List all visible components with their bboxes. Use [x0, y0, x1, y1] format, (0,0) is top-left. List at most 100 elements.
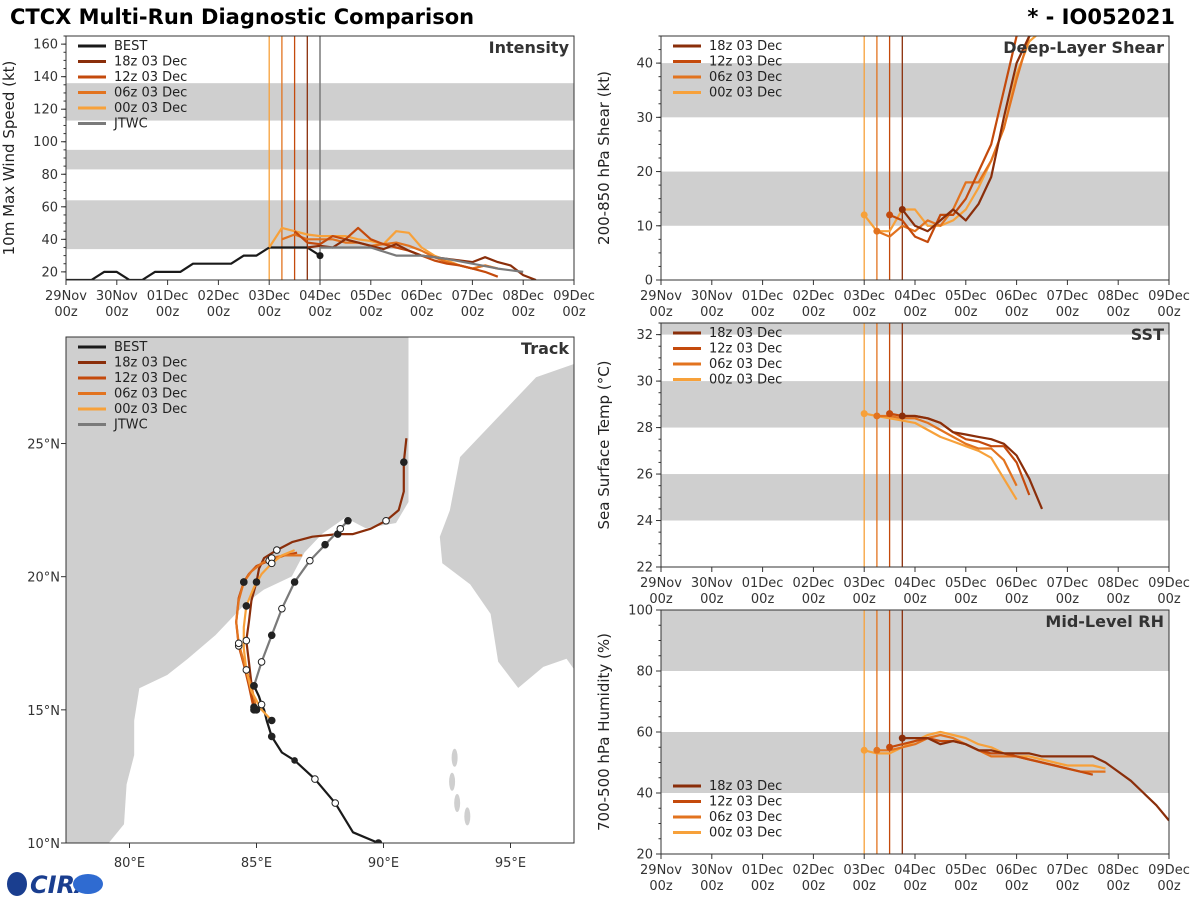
intensity-xtick-label-hour: 00z [512, 305, 536, 320]
track-position-marker [242, 666, 251, 674]
rh-xtick-label: 02Dec [793, 863, 835, 878]
shear-xtick-label: 05Dec [945, 289, 987, 304]
storm-id: * - IO052021 [1027, 5, 1175, 29]
track-position-marker [306, 556, 314, 565]
sst-xtick-label-hour: 00z [903, 592, 927, 607]
rh-xtick-label: 04Dec [894, 863, 936, 878]
intensity-ytick-label: 60 [41, 200, 58, 215]
intensity-series-line [66, 246, 321, 280]
sst-legend-label: 00z 03 Dec [709, 373, 782, 388]
shear-series-line [889, 36, 1020, 244]
intensity-ytick-label: 160 [33, 38, 58, 53]
track-position-marker [252, 706, 261, 714]
intensity-ytick-label: 80 [41, 168, 58, 183]
shear-xtick-label-hour: 00z [1157, 305, 1181, 320]
track-island [451, 748, 458, 767]
rh-xtick-label-hour: 00z [1107, 879, 1131, 894]
sst-init-point [898, 412, 906, 420]
sst-xtick-label-hour: 00z [751, 592, 775, 607]
panel-track: 80°E 85°E 90°E 95°E 10°N 15°N 20°N 25°N Track BES… [27, 336, 575, 871]
shear-xtick-label: 29Nov [640, 289, 682, 304]
shear-xtick-label: 03Dec [843, 289, 885, 304]
rh-legend-label: 18z 03 Dec [709, 779, 782, 794]
intensity-series-group [66, 226, 537, 280]
shear-init-point [873, 227, 881, 235]
intensity-series-line [320, 246, 524, 273]
track-position-marker [331, 799, 340, 807]
intensity-xtick-label: 09Dec [553, 289, 595, 304]
track-position-marker [374, 839, 383, 843]
rh-xtick-label: 09Dec [1148, 863, 1190, 878]
track-position-marker [344, 516, 352, 525]
shear-xtick-label-hour: 00z [903, 305, 927, 320]
sst-xtick-label-hour: 00z [1005, 592, 1029, 607]
track-position-marker [240, 578, 248, 586]
rh-xtick-label-hour: 00z [649, 879, 673, 894]
track-xtick-label: 85°E [241, 856, 272, 871]
rh-init-point [898, 734, 906, 742]
rh-series-group [863, 730, 1169, 822]
track-position-marker [273, 546, 281, 554]
rh-xtick-label: 07Dec [1047, 863, 1089, 878]
rh-xtick-label-hour: 00z [903, 879, 927, 894]
sst-legend-label: 06z 03 Dec [709, 357, 782, 372]
intensity-xtick-label: 05Dec [350, 289, 392, 304]
sst-xtick-label-hour: 00z [1056, 592, 1080, 607]
shear-init-point [898, 206, 906, 214]
rh-xtick-label: 30Nov [691, 863, 733, 878]
track-position-marker [336, 524, 345, 533]
track-position-marker [257, 658, 266, 666]
rh-xtick-label-hour: 00z [853, 879, 877, 894]
intensity-panel-title: Intensity [489, 38, 570, 57]
intensity-xtick-label: 30Nov [96, 289, 138, 304]
intensity-legend-label: 18z 03 Dec [114, 55, 187, 70]
rh-xtick-label-hour: 00z [1056, 879, 1080, 894]
sst-ytick-label: 26 [636, 468, 653, 483]
intensity-xtick-label-hour: 00z [308, 305, 332, 320]
rh-init-point [886, 743, 894, 751]
sst-series-line [863, 412, 1018, 501]
shear-xtick-label: 07Dec [1047, 289, 1089, 304]
rh-xtick-label: 03Dec [843, 863, 885, 878]
logo-satellite-icon [73, 874, 103, 894]
rh-xtick-label-hour: 00z [802, 879, 826, 894]
shear-xtick-label-hour: 00z [1056, 305, 1080, 320]
sst-ytick-label: 28 [636, 421, 653, 436]
shear-xtick-label-hour: 00z [649, 305, 673, 320]
sst-band [661, 474, 1169, 521]
sst-band [661, 381, 1169, 428]
track-position-marker [242, 602, 251, 610]
intensity-xtick-label: 03Dec [248, 289, 290, 304]
rh-xtick-label: 01Dec [742, 863, 784, 878]
rh-ylabel: 700-500 hPa Humidity (%) [595, 633, 613, 831]
rh-xtick-label: 29Nov [640, 863, 682, 878]
track-legend-label: 06z 03 Dec [114, 387, 187, 402]
sst-ytick-label: 24 [636, 514, 653, 529]
track-land [66, 337, 574, 690]
shear-xtick-label: 09Dec [1148, 289, 1190, 304]
panel-rh: 2040608010029Nov00z30Nov00z01Dec00z02Dec… [595, 604, 1190, 895]
rh-xtick-label: 08Dec [1097, 863, 1139, 878]
sst-xtick-label: 02Dec [793, 576, 835, 591]
intensity-xtick-label-hour: 00z [461, 305, 485, 320]
shear-band [661, 171, 1169, 226]
cira-logo: CIRA [7, 871, 103, 899]
shear-series-line [876, 36, 1033, 238]
sst-band [661, 323, 1169, 335]
shear-xtick-label-hour: 00z [802, 305, 826, 320]
track-position-marker [291, 757, 298, 764]
sst-xtick-label: 09Dec [1148, 576, 1190, 591]
sst-xtick-label-hour: 00z [1157, 592, 1181, 607]
intensity-xtick-label: 07Dec [452, 289, 494, 304]
track-legend-label: 18z 03 Dec [114, 356, 187, 371]
sst-xtick-label: 04Dec [894, 576, 936, 591]
rh-xtick-label-hour: 00z [700, 879, 724, 894]
rh-ytick-label: 20 [636, 848, 653, 863]
logo-globe-icon [7, 872, 27, 896]
sst-init-point [860, 410, 868, 418]
sst-xtick-label: 29Nov [640, 576, 682, 591]
sst-ytick-label: 30 [636, 375, 653, 390]
track-island [454, 794, 461, 813]
rh-xtick-label-hour: 00z [954, 879, 978, 894]
track-island [449, 772, 456, 791]
